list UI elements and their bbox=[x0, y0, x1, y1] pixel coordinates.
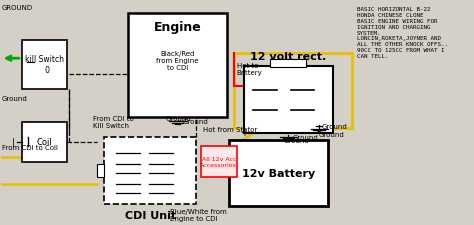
Text: Ground: Ground bbox=[293, 135, 319, 140]
Text: Black/Red
from Engine
to CDI: Black/Red from Engine to CDI bbox=[156, 51, 199, 71]
Bar bbox=[201, 147, 237, 178]
Text: All 12v Acc
Accessories: All 12v Acc Accessories bbox=[201, 157, 237, 167]
Bar bbox=[22, 40, 67, 89]
Bar bbox=[128, 14, 227, 118]
Text: Ground: Ground bbox=[182, 119, 208, 125]
Text: 12 volt rect.: 12 volt rect. bbox=[250, 52, 327, 61]
Text: Ground: Ground bbox=[319, 131, 345, 137]
Text: Ground: Ground bbox=[2, 96, 28, 102]
Text: Engine: Engine bbox=[154, 21, 201, 34]
Bar bbox=[97, 164, 104, 178]
Text: Ground: Ground bbox=[321, 123, 347, 129]
Text: From CDI to
Kill Switch: From CDI to Kill Switch bbox=[92, 116, 133, 129]
Text: |: | bbox=[12, 138, 15, 147]
Text: -: - bbox=[317, 125, 321, 138]
Text: kill Switch
   0: kill Switch 0 bbox=[25, 55, 64, 74]
Bar bbox=[271, 59, 306, 68]
Text: Blue/White from
Engine to CDI: Blue/White from Engine to CDI bbox=[171, 209, 227, 221]
Text: Coil: Coil bbox=[36, 138, 52, 147]
Text: Ground: Ground bbox=[166, 116, 191, 122]
Bar bbox=[104, 138, 196, 204]
Text: +: + bbox=[239, 128, 247, 138]
Text: From CDI to Coil: From CDI to Coil bbox=[2, 144, 58, 150]
Bar bbox=[22, 122, 67, 162]
Text: 12v Battery: 12v Battery bbox=[242, 168, 316, 178]
Text: Hot to
Battery: Hot to Battery bbox=[237, 63, 262, 76]
Bar bbox=[229, 140, 328, 206]
Text: Hot from Stator: Hot from Stator bbox=[203, 127, 258, 133]
Bar bbox=[244, 67, 333, 133]
Text: CDI Unit: CDI Unit bbox=[125, 210, 176, 220]
Text: BASIC HORIZONTAL B-22
HONDA CHINESE CLONE
BASIC ENGINE WIRING FOR
IGNITION AND C: BASIC HORIZONTAL B-22 HONDA CHINESE CLON… bbox=[357, 7, 448, 58]
Text: Ground: Ground bbox=[283, 138, 310, 144]
Text: GROUND: GROUND bbox=[2, 5, 33, 11]
